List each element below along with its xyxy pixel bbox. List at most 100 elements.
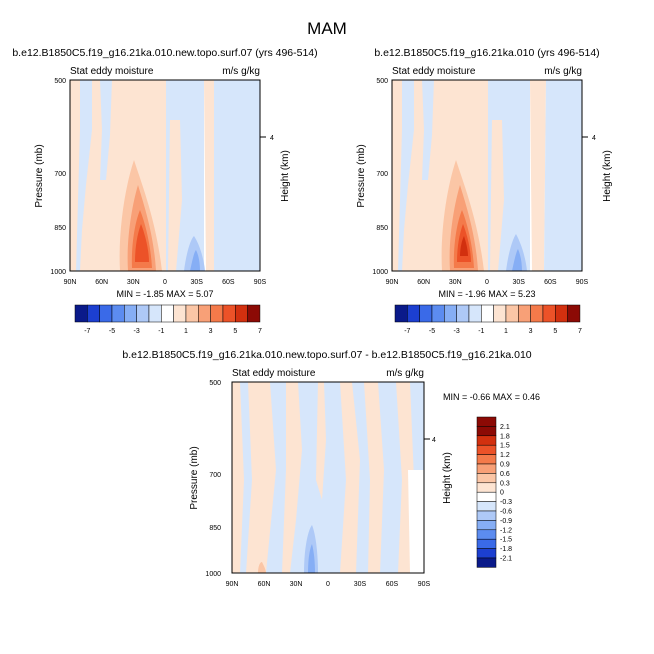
panel-1-contour-lvl4 [135, 224, 149, 262]
panel-2-colorbar-label-2: -3 [454, 328, 460, 335]
panel-1-colorbar-box-10 [198, 304, 211, 323]
panel-1-x-axis: 90N 60N 30N 0 30S 60S 90S [64, 279, 267, 286]
panel-2-colorbar-label-7: 7 [578, 328, 582, 335]
panel-1-x-tick-1: 60N [95, 279, 108, 286]
panel-3-colorbar-label-14: -2.1 [500, 556, 512, 563]
panel-1-y-tick-0: 500 [54, 78, 66, 85]
panel-2-colorbar-box-5 [456, 304, 470, 323]
panel-3-colorbar-box-6 [476, 473, 497, 484]
panel-2-colorbar-box-2 [419, 304, 433, 323]
panel-1-x-tick-3: 0 [163, 279, 167, 286]
panel-3-y-tick-1: 700 [209, 472, 221, 479]
panel-3-region-pos-4 [316, 382, 326, 500]
panel-3-y-tick-2: 850 [209, 525, 221, 532]
panel-3-stats: MIN = -0.66 MAX = 0.46 [443, 392, 540, 402]
panel-3-colorbar-box-2 [476, 435, 497, 446]
panel-1-colorbar-label-2: -3 [134, 328, 140, 335]
panel-1-left-subtitle: Stat eddy moisture [70, 66, 154, 77]
panel-1-colorbar-box-12 [222, 304, 236, 323]
panel-2-colorbar-box-10 [518, 304, 531, 323]
panel-3-colorbar-box-11 [476, 520, 497, 531]
panel-3-region-pos-1 [232, 382, 244, 573]
panel-2-y-tick-1: 700 [376, 171, 388, 178]
panel-1-contour-neg-2 [190, 250, 200, 271]
panel-1-ylabel-right: Height (km) [280, 150, 291, 202]
panel-3-colorbar-label-2: 1.5 [500, 443, 510, 450]
panel-2-left-subtitle: Stat eddy moisture [392, 66, 476, 77]
panel-2-ylabel: Pressure (mb) [356, 144, 367, 207]
panel-2-x-axis: 90N 60N 30N 0 30S 60S 90S [386, 279, 589, 286]
panel-1-colorbar-label-3: -1 [158, 328, 164, 335]
panel-1-stats: MIN = -1.85 MAX = 5.07 [116, 289, 213, 299]
panel-3-region-pos-6 [364, 382, 384, 573]
panel-1-colorbar-box-3 [111, 304, 125, 323]
panel-2-colorbar-box-8 [493, 304, 507, 323]
panel-3-colorbar-box-1 [476, 426, 497, 437]
panel-2: b.e12.B1850C5.f19_g16.21ka.010 (yrs 496-… [356, 47, 613, 299]
panel-3-x-tick-4: 30S [354, 581, 367, 588]
panel-3-colorbar-label-8: -0.3 [500, 499, 512, 506]
panel-2-x-tick-4: 30S [512, 279, 525, 286]
panel-2-y-axis: 500 700 850 1000 [372, 78, 388, 276]
panel-1-colorbar-box-2 [99, 304, 113, 323]
panel-1-ylabel: Pressure (mb) [34, 144, 45, 207]
panel-3-contour-pos-spot [258, 562, 266, 573]
panel-1-region-nh-negative-strip-2 [100, 80, 112, 180]
panel-1-colorbar-box-5 [136, 304, 150, 323]
panel-1-colorbar: -7 -5 -3 -1 1 3 5 7 [74, 304, 262, 335]
panel-3-region-pos-3 [282, 382, 302, 573]
panel-2-colorbar-label-4: 1 [504, 328, 508, 335]
panel-3-frame [231, 381, 425, 574]
panel-2-region-sh-negative-2 [544, 80, 582, 271]
panel-2-colorbar-box-13 [555, 304, 568, 323]
panel-2-colorbar-box-4 [444, 304, 457, 323]
panel-1-colorbar-box-7 [161, 304, 174, 323]
panel-1-colorbar-label-1: -5 [109, 328, 115, 335]
panel-3-colorbar-box-14 [476, 548, 497, 559]
panel-3-colorbar-box-13 [476, 538, 497, 549]
panel-3-colorbar-label-6: 0.3 [500, 480, 510, 487]
panel-3-colorbar-label-5: 0.6 [500, 471, 510, 478]
panel-2-contour-lvl5 [460, 236, 468, 256]
panel-1: b.e12.B1850C5.f19_g16.21ka.010.new.topo.… [12, 47, 317, 299]
panel-1-y-axis: 500 700 850 1000 [50, 78, 66, 276]
panel-3-right-subtitle: m/s g/kg [386, 368, 424, 379]
panel-2-x-tick-5: 60S [544, 279, 557, 286]
panel-3-x-tick-5: 60S [386, 581, 399, 588]
panel-2-colorbar-box-6 [468, 304, 482, 323]
panel-2-colorbar-box-0 [394, 304, 408, 323]
panel-2-y-tick-0: 500 [376, 78, 388, 85]
panel-2-colorbar: -7 -5 -3 -1 1 3 5 7 [394, 304, 582, 335]
panel-3-colorbar-label-12: -1.5 [500, 537, 512, 544]
panel-2-plot [392, 80, 582, 271]
panel-3-colorbar-box-8 [476, 491, 497, 502]
panel-3-y-axis: 500 700 850 1000 [205, 380, 221, 578]
panel-1-region-sh-negative-2 [214, 80, 260, 271]
panel-3-colorbar-box-3 [476, 444, 497, 455]
panel-1-x-tick-6: 90S [254, 279, 267, 286]
panel-3-colorbar-box-12 [476, 529, 497, 540]
panel-3-ylabel: Pressure (mb) [189, 446, 200, 509]
panel-1-x-tick-2: 30N [127, 279, 140, 286]
panel-2-colorbar-label-3: -1 [478, 328, 484, 335]
panel-1-right-tick: 4 [270, 135, 274, 142]
panel-1-y-tick-2: 850 [54, 225, 66, 232]
panel-3-x-tick-0: 90N [226, 581, 239, 588]
panel-2-region-nh-negative-strip-2 [422, 80, 434, 180]
panel-3-title: b.e12.B1850C5.f19_g16.21ka.010.new.topo.… [122, 349, 531, 361]
panel-3-colorbar-box-15 [476, 557, 497, 568]
panel-3-colorbar-box-10 [476, 510, 497, 521]
panel-2-y-tick-2: 850 [376, 225, 388, 232]
panel-3-colorbar-label-10: -0.9 [500, 518, 512, 525]
panel-1-colorbar-box-14 [247, 304, 261, 323]
panel-3-colorbar-label-13: -1.8 [500, 546, 512, 553]
panel-2-x-tick-6: 90S [576, 279, 589, 286]
panel-2-colorbar-box-3 [431, 304, 445, 323]
panel-1-colorbar-label-6: 5 [233, 328, 237, 335]
panel-1-colorbar-box-6 [148, 304, 162, 323]
panel-1-colorbar-box-1 [87, 304, 100, 323]
panel-3-colorbar-box-9 [476, 501, 497, 512]
panel-1-right-subtitle: m/s g/kg [222, 66, 260, 77]
panel-2-x-tick-2: 30N [449, 279, 462, 286]
